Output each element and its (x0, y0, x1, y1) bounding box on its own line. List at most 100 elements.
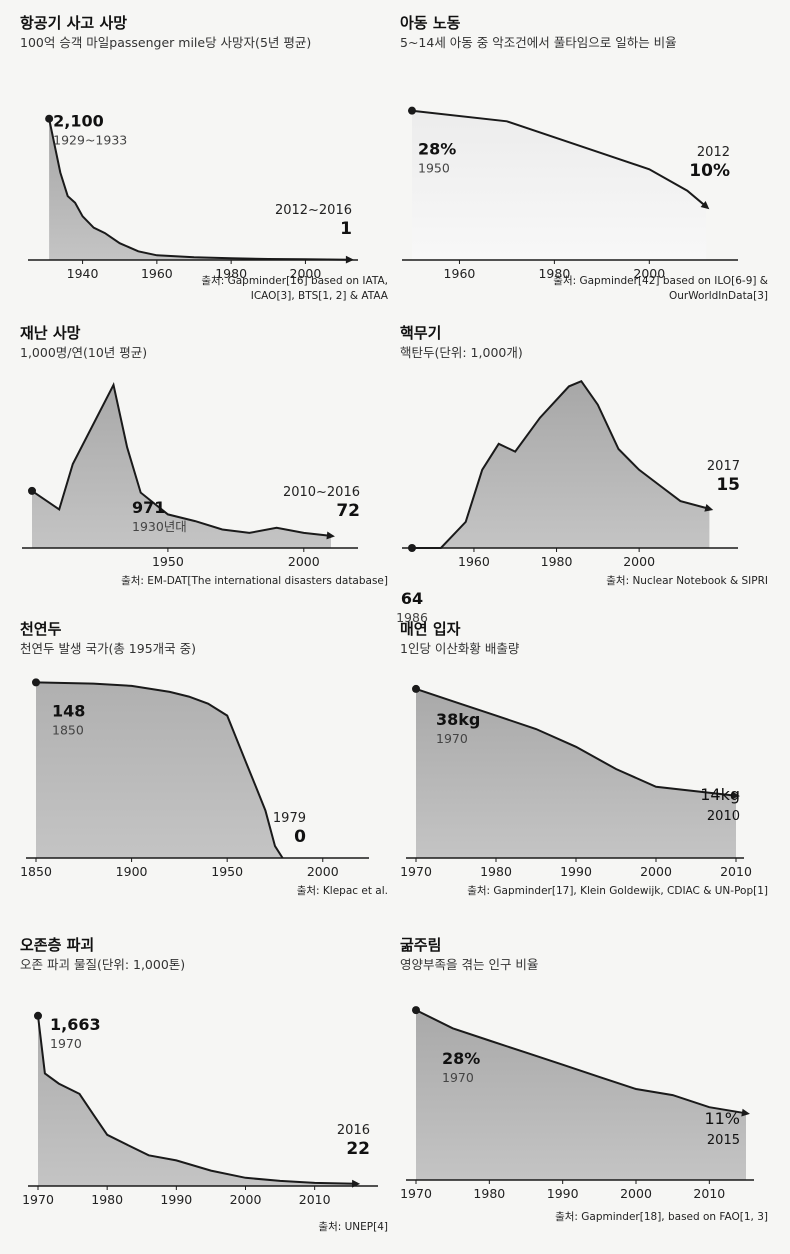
end-period-label: 2015 (707, 1133, 740, 1148)
x-tick-label: 1980 (480, 864, 512, 879)
chart-title: 핵무기 (400, 324, 442, 342)
x-tick-label: 1950 (211, 864, 243, 879)
start-period-label: 1850 (52, 722, 84, 737)
start-value-label: 1,663 (50, 1015, 101, 1034)
x-tick-label: 1960 (444, 266, 476, 281)
series-line (412, 379, 710, 549)
chart-subtitle: 100억 승객 마일passenger mile당 사망자(5년 평균) (20, 35, 312, 50)
chart-title: 천연두 (20, 620, 62, 638)
start-period-label: 1930년대 (132, 519, 187, 534)
start-period-label: 1986 (396, 610, 428, 625)
area-fill (36, 682, 283, 858)
area-fill (412, 110, 707, 260)
source-line: ICAO[3], BTS[1, 2] & ATAA (250, 290, 388, 302)
source-line: 출처: Klepac et al. (296, 885, 388, 897)
source-line: 출처: Gapminder[42] based on ILO[6-9] & (553, 275, 768, 287)
series-line (31, 381, 332, 537)
start-value-label: 148 (52, 701, 85, 720)
panel-ozone-depletion: 오존층 파괴 오존 파괴 물질(단위: 1,000톤) 1970 1980 1990… (20, 934, 392, 1239)
series-line (37, 1015, 357, 1185)
end-period-label: 2012 (697, 145, 730, 160)
end-period-label: 2016 (337, 1123, 370, 1138)
start-point-marker (412, 1006, 420, 1015)
panel-child-labor: 아동 노동 5~14세 아동 중 악조건에서 풀타임으로 일하는 비율 1960… (400, 12, 772, 317)
x-tick-label: 2000 (307, 864, 339, 879)
end-value-label: 22 (346, 1139, 370, 1159)
x-tick-label: 2000 (640, 864, 672, 879)
chart-source: 출처: Klepac et al. (297, 884, 388, 899)
panel-air-accident-deaths: 항공기 사고 사망 100억 승객 마일passenger mile당 사망자(… (20, 12, 392, 317)
chart-subtitle: 1,000명/연(10년 평균) (20, 345, 148, 360)
chart-title: 매연 입자 (400, 620, 461, 638)
start-point-marker (34, 1011, 42, 1020)
chart-subtitle: 5~14세 아동 중 악조건에서 풀타임으로 일하는 비율 (400, 35, 677, 50)
end-arrow-icon (326, 531, 335, 540)
start-value-label: 38kg (436, 710, 480, 729)
panel-nuclear-weapons: 핵무기 핵탄두(단위: 1,000개) 1960 1980 2000 64 1986 20… (396, 322, 772, 627)
x-tick-label: 1980 (473, 1186, 505, 1201)
end-arrow-icon (704, 504, 714, 512)
chart-source: 출처: UNEP[4] (318, 1220, 388, 1235)
end-period-label: 2010 (707, 809, 740, 824)
x-tick-label: 2000 (290, 266, 322, 281)
chart-title: 재난 사망 (20, 324, 81, 342)
end-period-label: 2012~2016 (275, 203, 352, 218)
end-value-label: 14kg (700, 785, 740, 804)
chart-subtitle: 오존 파괴 물질(단위: 1,000톤) (20, 957, 186, 972)
chart-subtitle: 핵탄두(단위: 1,000개) (400, 345, 523, 360)
x-tick-label: 1980 (91, 1192, 123, 1207)
source-line: 출처: EM-DAT[The international disasters d… (121, 575, 388, 587)
x-tick-label: 2000 (620, 1186, 652, 1201)
panel-disaster-deaths: 재난 사망 1,000명/연(10년 평균) 1950 2000 971 1930년대… (20, 322, 392, 627)
area-fill (32, 384, 331, 548)
start-period-label: 1970 (442, 1070, 474, 1085)
chart-title: 아동 노동 (400, 14, 461, 32)
chart-source: 출처: Gapminder[18], based on FAO[1, 3] (555, 1210, 768, 1225)
start-period-label: 1929~1933 (53, 133, 127, 148)
x-tick-label: 1900 (116, 864, 148, 879)
source-line: 출처: Gapminder[16] based on IATA, (201, 275, 388, 287)
end-arrow-icon (741, 1108, 750, 1117)
x-tick-label: 1940 (67, 266, 99, 281)
area-fill (416, 1010, 746, 1180)
end-period-label: 2017 (707, 459, 740, 474)
chart-source: 출처: Nuclear Notebook & SIPRI (606, 574, 768, 589)
start-period-label: 1970 (50, 1036, 82, 1051)
series-line (415, 1009, 747, 1115)
x-tick-label: 1980 (538, 266, 570, 281)
start-value-label: 28% (418, 140, 456, 159)
start-value-label: 64 (401, 589, 423, 608)
source-line: OurWorldInData[3] (668, 290, 768, 302)
area-fill (38, 1015, 357, 1186)
source-line: 출처: Nuclear Notebook & SIPRI (606, 575, 768, 587)
end-arrow-icon (731, 791, 740, 800)
x-tick-label: 2000 (288, 554, 320, 569)
area-fill (49, 118, 350, 260)
x-tick-label: 1960 (141, 266, 173, 281)
chart-title: 오존층 파괴 (20, 936, 95, 954)
x-tick-label: 1980 (215, 266, 247, 281)
x-tick-label: 1990 (547, 1186, 579, 1201)
x-tick-label: 2010 (299, 1192, 331, 1207)
start-point-marker (412, 684, 420, 693)
panel-soot-particles: 매연 입자 1인당 이산화황 배출량 1970 1980 1990 2000 2010 3… (400, 618, 772, 923)
chart-soot-particles: 1970 1980 1990 2000 2010 38kg 1970 14kg 2010 (400, 684, 752, 879)
x-tick-label: 2000 (633, 266, 665, 281)
source-line: 출처: Gapminder[17], Klein Goldewijk, CDIA… (467, 885, 768, 897)
chart-source: 출처: Gapminder[42] based on ILO[6-9] & Ou… (553, 274, 768, 304)
chart-subtitle: 1인당 이산화황 배출량 (400, 641, 520, 656)
series-line (415, 687, 737, 797)
end-value-label: 10% (689, 161, 730, 181)
x-tick-label: 2000 (230, 1192, 262, 1207)
x-tick-label: 1970 (400, 1186, 432, 1201)
end-arrow-icon (700, 201, 710, 210)
end-value-label: 72 (336, 501, 360, 521)
chart-source: 출처: Gapminder[16] based on IATA, ICAO[3]… (201, 274, 388, 304)
x-tick-label: 2010 (720, 864, 752, 879)
start-point-marker (408, 106, 416, 115)
